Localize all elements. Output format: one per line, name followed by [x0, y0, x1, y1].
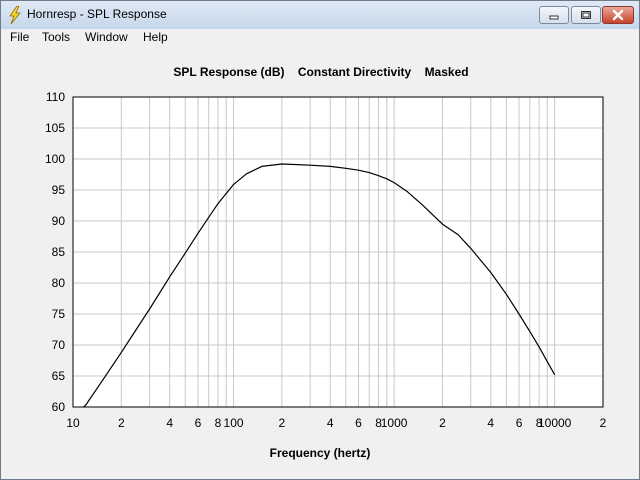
menu-file[interactable]: File — [10, 30, 30, 44]
y-tick-label: 110 — [46, 90, 65, 104]
close-button[interactable] — [602, 6, 634, 24]
x-tick-label: 2 — [279, 416, 286, 430]
y-tick-label: 65 — [52, 369, 66, 383]
menu-tools[interactable]: Tools — [42, 30, 71, 44]
x-tick-label: 6 — [355, 416, 362, 430]
y-tick-label: 80 — [52, 276, 66, 290]
x-tick-label: 6 — [516, 416, 523, 430]
chart-title: SPL Response (dB) Constant Directivity M… — [173, 65, 468, 79]
x-tick-label: 10 — [66, 416, 80, 430]
minimize-button[interactable] — [539, 6, 569, 24]
x-tick-label: 100 — [224, 416, 244, 430]
maximize-button[interactable] — [571, 6, 601, 24]
x-tick-label: 4 — [487, 416, 494, 430]
menu-help[interactable]: Help — [143, 30, 168, 44]
y-tick-label: 75 — [52, 307, 66, 321]
x-tick-label: 4 — [327, 416, 334, 430]
lightning-icon — [9, 6, 21, 24]
x-tick-label: 2 — [118, 416, 125, 430]
x-axis-label: Frequency (hertz) — [270, 446, 371, 460]
x-tick-label: 2 — [600, 416, 607, 430]
plot-frame — [72, 96, 604, 408]
x-tick-label: 8 — [215, 416, 222, 430]
x-tick-label: 2 — [439, 416, 446, 430]
x-tick-label: 6 — [195, 416, 202, 430]
y-tick-label: 95 — [52, 183, 66, 197]
x-tick-label: 8 — [536, 416, 543, 430]
x-tick-label: 4 — [166, 416, 173, 430]
y-tick-label: 70 — [52, 338, 66, 352]
y-tick-label: 105 — [45, 121, 65, 135]
close-icon — [612, 9, 624, 21]
y-tick-label: 85 — [52, 245, 66, 259]
minimize-icon — [549, 15, 559, 20]
title-bar[interactable]: Hornresp - SPL Response — [1, 1, 639, 29]
x-tick-label: 8 — [375, 416, 382, 430]
menu-bar: File Tools Window Help — [1, 29, 639, 47]
menu-window[interactable]: Window — [85, 30, 128, 44]
window-title: Hornresp - SPL Response — [27, 7, 167, 21]
y-tick-label: 100 — [45, 152, 65, 166]
x-tick-label: 1000 — [381, 416, 408, 430]
spl-response-line — [82, 163, 556, 407]
y-tick-label: 60 — [52, 400, 66, 414]
maximize-icon — [581, 11, 591, 19]
y-tick-label: 90 — [52, 214, 66, 228]
x-tick-label: 10000 — [538, 416, 572, 430]
